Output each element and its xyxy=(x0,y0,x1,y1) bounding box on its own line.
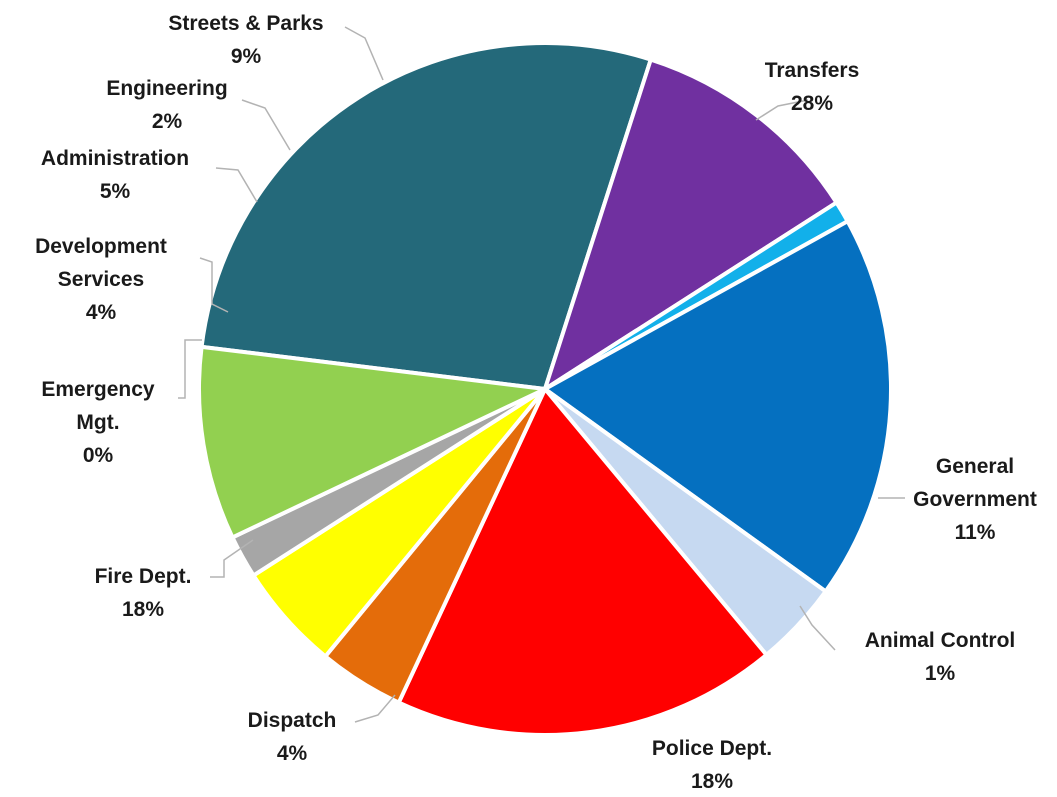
slice-label-engineering: Engineering 2% xyxy=(106,77,227,133)
pie-slice-general-government xyxy=(543,57,839,391)
slice-label-line: Mgt. xyxy=(76,411,119,434)
slice-label-line: Transfers xyxy=(765,59,860,82)
slice-label-line: Animal Control xyxy=(865,629,1016,652)
leader-line-engineering xyxy=(241,99,291,151)
slice-label-streets-parks: Streets & Parks 9% xyxy=(168,12,323,68)
slice-percent: 1% xyxy=(925,662,956,685)
slice-label-administration: Administration 5% xyxy=(41,147,189,203)
leader-line-fire-dept xyxy=(210,539,254,578)
pie-slices xyxy=(197,40,893,738)
slice-label-line: Engineering xyxy=(106,77,227,100)
slice-label-general-government: General Government 11% xyxy=(913,455,1037,544)
slice-label-line: Streets & Parks xyxy=(168,12,323,35)
leader-line-transfers xyxy=(755,99,809,121)
slice-label-line: Administration xyxy=(41,147,189,170)
slice-label-development-services: Development Services 4% xyxy=(35,235,167,324)
slice-percent: 0% xyxy=(83,444,114,467)
pie-slice-transfers xyxy=(199,40,653,391)
leader-line-administration xyxy=(215,167,258,203)
slice-labels: Transfers 28% General Government 11% Animal C… xyxy=(35,12,1037,793)
slice-percent: 18% xyxy=(122,598,164,621)
leader-line-animal-control xyxy=(799,605,836,651)
leader-line-emergency-mgt xyxy=(178,339,202,399)
slice-label-line: General xyxy=(936,455,1014,478)
slice-label-line: Government xyxy=(913,488,1037,511)
slice-percent: 5% xyxy=(100,180,131,203)
slice-label-dispatch: Dispatch 4% xyxy=(248,709,337,765)
slice-percent: 11% xyxy=(955,521,996,544)
slice-label-fire-dept: Fire Dept. 18% xyxy=(95,565,192,621)
slice-label-animal-control: Animal Control 1% xyxy=(865,629,1016,685)
slice-percent: 9% xyxy=(231,45,262,68)
slice-percent: 4% xyxy=(277,742,308,765)
pie-slice-police-dept xyxy=(543,219,893,594)
leader-lines xyxy=(178,26,905,723)
slice-percent: 2% xyxy=(152,110,183,133)
slice-label-line: Police Dept. xyxy=(652,737,772,760)
leader-line-streets-parks xyxy=(344,26,384,81)
leader-line-dispatch xyxy=(354,694,396,723)
slice-label-transfers: Transfers 28% xyxy=(765,59,860,115)
slice-label-line: Development xyxy=(35,235,167,258)
slice-label-emergency-mgt: Emergency Mgt. 0% xyxy=(41,378,155,467)
pie-slice-fire-dept xyxy=(396,387,769,738)
pie-slice-streets-parks xyxy=(197,344,547,540)
slice-label-line: Emergency xyxy=(41,378,155,401)
slice-percent: 4% xyxy=(86,301,117,324)
slice-label-line: Fire Dept. xyxy=(95,565,192,588)
slice-percent: 28% xyxy=(791,92,833,115)
leader-line-development-services xyxy=(199,257,229,313)
slice-label-line: Services xyxy=(58,268,144,291)
slice-label-line: Dispatch xyxy=(248,709,337,732)
slice-label-police-dept: Police Dept. 18% xyxy=(652,737,772,793)
slice-percent: 18% xyxy=(691,770,733,793)
